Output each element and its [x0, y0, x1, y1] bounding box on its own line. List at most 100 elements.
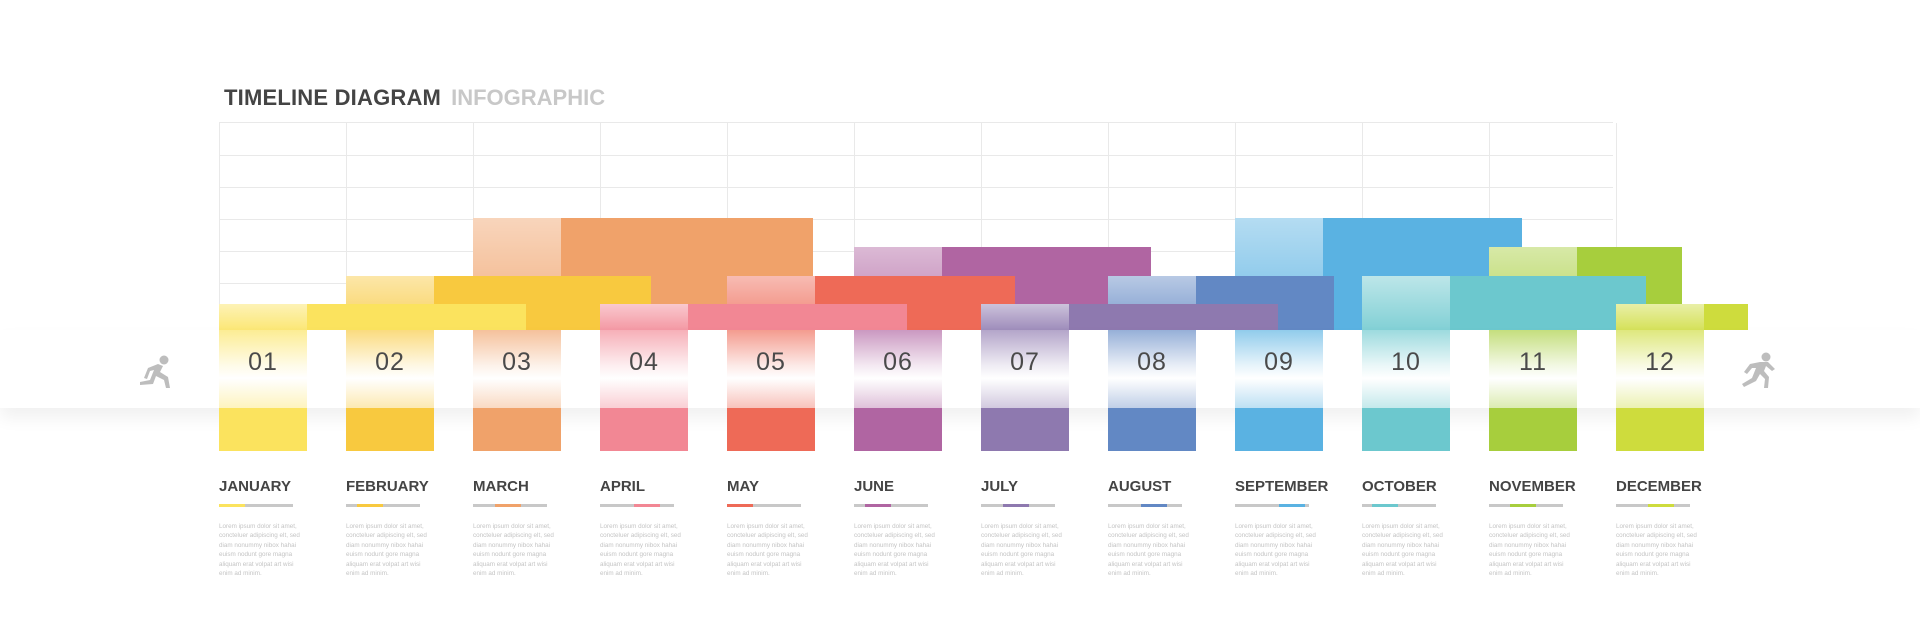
month-underline: [346, 504, 420, 507]
grid-vline: [346, 123, 347, 330]
month-label-september: SEPTEMBER: [1235, 478, 1329, 495]
tile-block: [1616, 408, 1704, 451]
number-band: [0, 330, 1920, 408]
month-underline: [1108, 504, 1182, 507]
tile-fade: [219, 330, 307, 408]
timeline-bar-july: [981, 304, 1278, 330]
month-underline: [981, 504, 1055, 507]
month-underline: [854, 504, 928, 507]
month-underline: [1616, 504, 1690, 507]
tile-block: [1108, 408, 1196, 451]
tile-fade: [600, 330, 688, 408]
tile-number: 06: [883, 348, 913, 376]
month-description: Lorem ipsum dolor sit amet, concteluer a…: [1616, 523, 1697, 578]
underline-accent: [634, 504, 660, 507]
grid-hline: [220, 155, 1613, 156]
tile-block: [346, 408, 434, 451]
month-description: Lorem ipsum dolor sit amet, concteluer a…: [1362, 523, 1443, 578]
tile-block: [600, 408, 688, 451]
grid-vline: [1108, 123, 1109, 330]
underline-accent: [357, 504, 383, 507]
month-underline: [473, 504, 547, 507]
tile-number: 08: [1137, 348, 1167, 376]
month-label-february: FEBRUARY: [346, 478, 429, 495]
tile-number: 02: [375, 348, 405, 376]
bar-highlight: [600, 304, 688, 330]
month-description: Lorem ipsum dolor sit amet, concteluer a…: [473, 523, 554, 578]
tile-block: [1235, 408, 1323, 451]
grid-hline: [220, 187, 1613, 188]
underline-gray: [1362, 504, 1436, 507]
month-underline: [1362, 504, 1436, 507]
tile-number: 04: [629, 348, 659, 376]
month-label-august: AUGUST: [1108, 478, 1172, 495]
month-underline: [727, 504, 801, 507]
month-label-november: NOVEMBER: [1489, 478, 1576, 495]
month-description: Lorem ipsum dolor sit amet, concteluer a…: [981, 523, 1062, 578]
title-main: TIMELINE DIAGRAM: [224, 85, 442, 110]
month-label-may: MAY: [727, 478, 759, 495]
month-label-april: APRIL: [600, 478, 645, 495]
grid-vline: [1616, 123, 1617, 330]
month-description: Lorem ipsum dolor sit amet, concteluer a…: [1489, 523, 1570, 578]
runner-start-icon: [140, 355, 170, 388]
tile-number: 12: [1645, 348, 1675, 376]
tile-number: 05: [756, 348, 786, 376]
month-description: Lorem ipsum dolor sit amet, concteluer a…: [854, 523, 935, 578]
month-label-june: JUNE: [854, 478, 895, 495]
tile-block: [854, 408, 942, 451]
tile-number: 11: [1519, 348, 1547, 376]
underline-accent: [865, 504, 891, 507]
bar-highlight: [1616, 304, 1704, 330]
month-label-december: DECEMBER: [1616, 478, 1702, 495]
runner-finish-icon: [1742, 352, 1775, 388]
month-description: Lorem ipsum dolor sit amet, concteluer a…: [346, 523, 427, 578]
tile-block: [1362, 408, 1450, 451]
underline-accent: [1510, 504, 1536, 507]
bar-highlight: [219, 304, 307, 330]
month-description: Lorem ipsum dolor sit amet, concteluer a…: [219, 523, 300, 578]
month-description: Lorem ipsum dolor sit amet, concteluer a…: [727, 523, 808, 578]
tile-number: 01: [248, 348, 278, 376]
tile-fade: [346, 330, 434, 408]
timeline-bar-october: [1362, 276, 1646, 330]
bar-highlight: [1362, 276, 1450, 330]
tile-fade: [1108, 330, 1196, 408]
underline-accent: [727, 504, 753, 507]
timeline-bar-april: [600, 304, 907, 330]
tile-number: 07: [1010, 348, 1040, 376]
underline-gray: [727, 504, 801, 507]
timeline-bar-january: [219, 304, 526, 330]
month-label-january: JANUARY: [219, 478, 291, 495]
month-description: Lorem ipsum dolor sit amet, concteluer a…: [1235, 523, 1316, 578]
month-underline: [600, 504, 674, 507]
grid-vline: [854, 123, 855, 330]
tile-fade: [854, 330, 942, 408]
tile-block: [1489, 408, 1577, 451]
tile-block: [219, 408, 307, 451]
month-label-july: JULY: [981, 478, 1018, 495]
tile-fade: [1616, 330, 1704, 408]
tile-block: [473, 408, 561, 451]
month-description: Lorem ipsum dolor sit amet, concteluer a…: [600, 523, 681, 578]
tile-fade: [473, 330, 561, 408]
tile-fade: [981, 330, 1069, 408]
tile-fade: [727, 330, 815, 408]
tile-block: [981, 408, 1069, 451]
underline-accent: [495, 504, 521, 507]
bar-highlight: [981, 304, 1069, 330]
page-title: TIMELINE DIAGRAM INFOGRAPHIC: [224, 78, 605, 110]
underline-accent: [219, 504, 245, 507]
tile-fade: [1362, 330, 1450, 408]
underline-accent: [1279, 504, 1305, 507]
title-sub: INFOGRAPHIC: [451, 85, 606, 110]
month-underline: [1235, 504, 1309, 507]
month-description: Lorem ipsum dolor sit amet, concteluer a…: [1108, 523, 1189, 578]
tile-fade: [1235, 330, 1323, 408]
underline-gray: [346, 504, 420, 507]
month-label-march: MARCH: [473, 478, 529, 495]
grid-vline: [981, 123, 982, 330]
underline-accent: [1648, 504, 1674, 507]
tile-block: [727, 408, 815, 451]
tile-fade: [1489, 330, 1577, 408]
